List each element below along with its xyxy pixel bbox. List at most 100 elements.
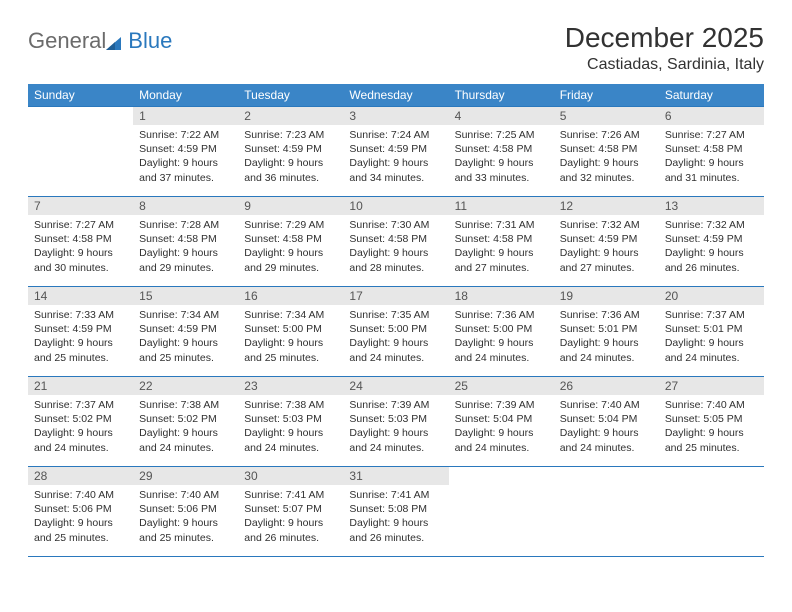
calendar-day: 4Sunrise: 7:25 AMSunset: 4:58 PMDaylight… (449, 107, 554, 197)
day-number: 11 (449, 197, 554, 215)
location: Castiadas, Sardinia, Italy (565, 56, 764, 74)
day-details: Sunrise: 7:36 AMSunset: 5:01 PMDaylight:… (554, 305, 659, 369)
calendar-day: 20Sunrise: 7:37 AMSunset: 5:01 PMDayligh… (659, 287, 764, 377)
day-number: 2 (238, 107, 343, 125)
weekday-header-row: SundayMondayTuesdayWednesdayThursdayFrid… (28, 84, 764, 107)
calendar-row: 7Sunrise: 7:27 AMSunset: 4:58 PMDaylight… (28, 197, 764, 287)
day-details: Sunrise: 7:37 AMSunset: 5:01 PMDaylight:… (659, 305, 764, 369)
calendar-day: 28Sunrise: 7:40 AMSunset: 5:06 PMDayligh… (28, 467, 133, 557)
calendar-day: 23Sunrise: 7:38 AMSunset: 5:03 PMDayligh… (238, 377, 343, 467)
day-number: 27 (659, 377, 764, 395)
day-number: 28 (28, 467, 133, 485)
day-number: 10 (343, 197, 448, 215)
calendar-table: SundayMondayTuesdayWednesdayThursdayFrid… (28, 84, 764, 557)
weekday-header: Monday (133, 84, 238, 107)
day-number: 7 (28, 197, 133, 215)
day-details: Sunrise: 7:41 AMSunset: 5:07 PMDaylight:… (238, 485, 343, 549)
calendar-day: 8Sunrise: 7:28 AMSunset: 4:58 PMDaylight… (133, 197, 238, 287)
logo: General Blue (28, 28, 172, 54)
weekday-header: Saturday (659, 84, 764, 107)
header: General Blue December 2025 Castiadas, Sa… (28, 22, 764, 74)
day-number: 19 (554, 287, 659, 305)
calendar-day: 17Sunrise: 7:35 AMSunset: 5:00 PMDayligh… (343, 287, 448, 377)
calendar-day: 1Sunrise: 7:22 AMSunset: 4:59 PMDaylight… (133, 107, 238, 197)
day-number: 17 (343, 287, 448, 305)
calendar-day: 5Sunrise: 7:26 AMSunset: 4:58 PMDaylight… (554, 107, 659, 197)
day-number: 20 (659, 287, 764, 305)
calendar-day-empty (449, 467, 554, 557)
calendar-day: 11Sunrise: 7:31 AMSunset: 4:58 PMDayligh… (449, 197, 554, 287)
calendar-day: 25Sunrise: 7:39 AMSunset: 5:04 PMDayligh… (449, 377, 554, 467)
day-details: Sunrise: 7:31 AMSunset: 4:58 PMDaylight:… (449, 215, 554, 279)
calendar-day: 10Sunrise: 7:30 AMSunset: 4:58 PMDayligh… (343, 197, 448, 287)
day-details: Sunrise: 7:32 AMSunset: 4:59 PMDaylight:… (659, 215, 764, 279)
day-details: Sunrise: 7:38 AMSunset: 5:03 PMDaylight:… (238, 395, 343, 459)
calendar-day: 26Sunrise: 7:40 AMSunset: 5:04 PMDayligh… (554, 377, 659, 467)
title-block: December 2025 Castiadas, Sardinia, Italy (565, 22, 764, 74)
day-details: Sunrise: 7:26 AMSunset: 4:58 PMDaylight:… (554, 125, 659, 189)
weekday-header: Thursday (449, 84, 554, 107)
day-number: 3 (343, 107, 448, 125)
calendar-day: 29Sunrise: 7:40 AMSunset: 5:06 PMDayligh… (133, 467, 238, 557)
calendar-day: 16Sunrise: 7:34 AMSunset: 5:00 PMDayligh… (238, 287, 343, 377)
day-details: Sunrise: 7:28 AMSunset: 4:58 PMDaylight:… (133, 215, 238, 279)
day-number: 5 (554, 107, 659, 125)
day-details: Sunrise: 7:24 AMSunset: 4:59 PMDaylight:… (343, 125, 448, 189)
day-details: Sunrise: 7:23 AMSunset: 4:59 PMDaylight:… (238, 125, 343, 189)
day-number: 6 (659, 107, 764, 125)
day-number: 13 (659, 197, 764, 215)
day-number: 24 (343, 377, 448, 395)
calendar-page: General Blue December 2025 Castiadas, Sa… (0, 0, 792, 579)
day-details: Sunrise: 7:25 AMSunset: 4:58 PMDaylight:… (449, 125, 554, 189)
day-details: Sunrise: 7:39 AMSunset: 5:03 PMDaylight:… (343, 395, 448, 459)
calendar-day: 9Sunrise: 7:29 AMSunset: 4:58 PMDaylight… (238, 197, 343, 287)
day-details: Sunrise: 7:39 AMSunset: 5:04 PMDaylight:… (449, 395, 554, 459)
weekday-header: Wednesday (343, 84, 448, 107)
calendar-day: 27Sunrise: 7:40 AMSunset: 5:05 PMDayligh… (659, 377, 764, 467)
calendar-day: 2Sunrise: 7:23 AMSunset: 4:59 PMDaylight… (238, 107, 343, 197)
calendar-day: 15Sunrise: 7:34 AMSunset: 4:59 PMDayligh… (133, 287, 238, 377)
day-number: 8 (133, 197, 238, 215)
calendar-day: 3Sunrise: 7:24 AMSunset: 4:59 PMDaylight… (343, 107, 448, 197)
logo-text-general: General (28, 28, 106, 54)
day-details: Sunrise: 7:22 AMSunset: 4:59 PMDaylight:… (133, 125, 238, 189)
day-details: Sunrise: 7:38 AMSunset: 5:02 PMDaylight:… (133, 395, 238, 459)
day-number: 30 (238, 467, 343, 485)
day-details: Sunrise: 7:37 AMSunset: 5:02 PMDaylight:… (28, 395, 133, 459)
day-number: 16 (238, 287, 343, 305)
day-details: Sunrise: 7:32 AMSunset: 4:59 PMDaylight:… (554, 215, 659, 279)
calendar-day: 22Sunrise: 7:38 AMSunset: 5:02 PMDayligh… (133, 377, 238, 467)
day-details: Sunrise: 7:27 AMSunset: 4:58 PMDaylight:… (659, 125, 764, 189)
day-details: Sunrise: 7:30 AMSunset: 4:58 PMDaylight:… (343, 215, 448, 279)
calendar-day-empty (554, 467, 659, 557)
day-number: 18 (449, 287, 554, 305)
day-details: Sunrise: 7:27 AMSunset: 4:58 PMDaylight:… (28, 215, 133, 279)
day-number: 25 (449, 377, 554, 395)
day-details: Sunrise: 7:34 AMSunset: 4:59 PMDaylight:… (133, 305, 238, 369)
calendar-day: 12Sunrise: 7:32 AMSunset: 4:59 PMDayligh… (554, 197, 659, 287)
day-details: Sunrise: 7:40 AMSunset: 5:05 PMDaylight:… (659, 395, 764, 459)
day-number: 29 (133, 467, 238, 485)
calendar-day: 21Sunrise: 7:37 AMSunset: 5:02 PMDayligh… (28, 377, 133, 467)
calendar-day: 14Sunrise: 7:33 AMSunset: 4:59 PMDayligh… (28, 287, 133, 377)
day-details: Sunrise: 7:36 AMSunset: 5:00 PMDaylight:… (449, 305, 554, 369)
day-number: 23 (238, 377, 343, 395)
day-details: Sunrise: 7:29 AMSunset: 4:58 PMDaylight:… (238, 215, 343, 279)
calendar-day: 31Sunrise: 7:41 AMSunset: 5:08 PMDayligh… (343, 467, 448, 557)
calendar-day: 19Sunrise: 7:36 AMSunset: 5:01 PMDayligh… (554, 287, 659, 377)
calendar-day: 13Sunrise: 7:32 AMSunset: 4:59 PMDayligh… (659, 197, 764, 287)
weekday-header: Tuesday (238, 84, 343, 107)
day-number: 14 (28, 287, 133, 305)
day-number: 12 (554, 197, 659, 215)
day-number: 4 (449, 107, 554, 125)
calendar-day: 7Sunrise: 7:27 AMSunset: 4:58 PMDaylight… (28, 197, 133, 287)
day-number: 15 (133, 287, 238, 305)
calendar-row: 1Sunrise: 7:22 AMSunset: 4:59 PMDaylight… (28, 107, 764, 197)
month-title: December 2025 (565, 22, 764, 54)
weekday-header: Sunday (28, 84, 133, 107)
day-number: 31 (343, 467, 448, 485)
calendar-day-empty (659, 467, 764, 557)
calendar-row: 21Sunrise: 7:37 AMSunset: 5:02 PMDayligh… (28, 377, 764, 467)
day-details: Sunrise: 7:34 AMSunset: 5:00 PMDaylight:… (238, 305, 343, 369)
day-number: 22 (133, 377, 238, 395)
